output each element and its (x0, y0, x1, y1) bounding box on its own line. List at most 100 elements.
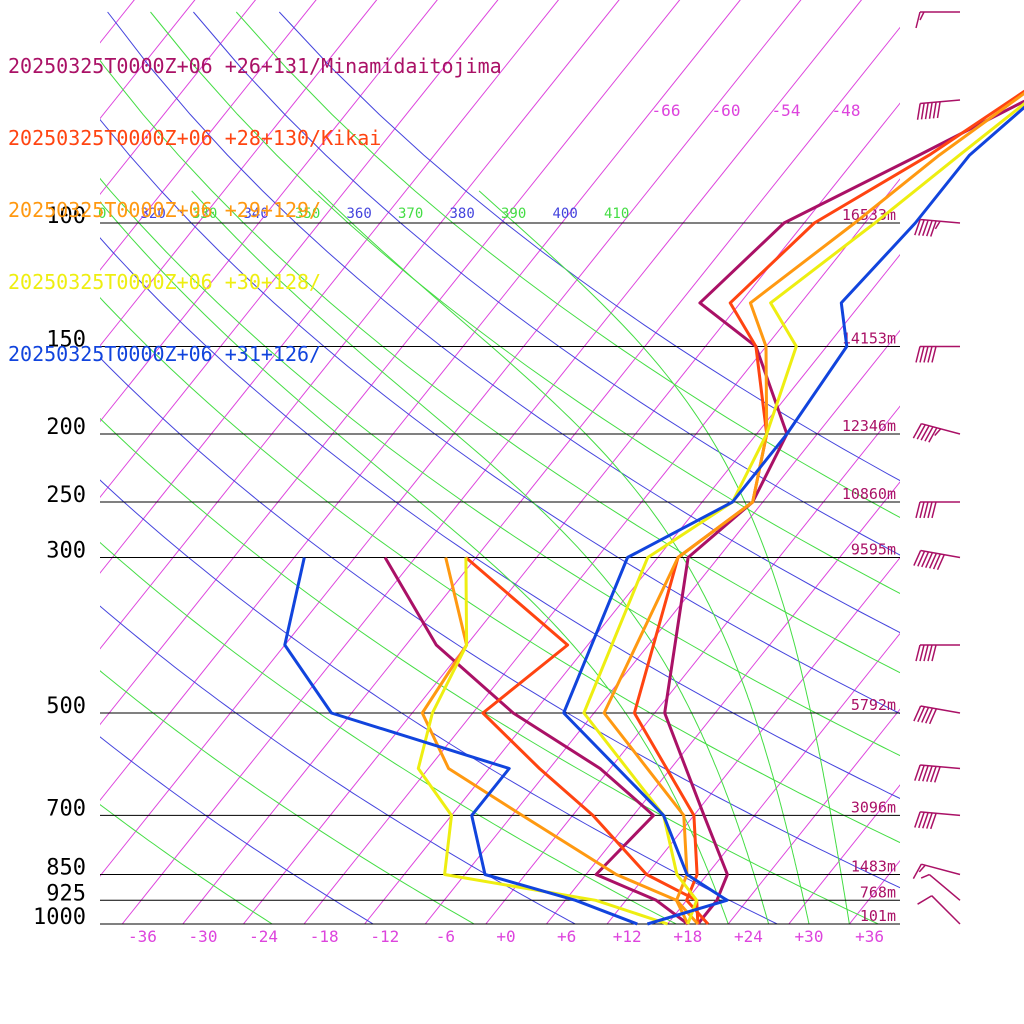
wind-barb (915, 11, 960, 29)
dry-adiabat-line (150, 11, 900, 595)
x-tick-label: -24 (249, 927, 278, 946)
dewpoint-profile-0 (383, 556, 689, 926)
wind-barb (913, 549, 961, 571)
dewpoint-profile-1 (464, 556, 700, 925)
x-tick-label: -30 (189, 927, 218, 946)
isotherm-line (100, 0, 378, 347)
temperature-profile-2 (602, 91, 1024, 926)
isotherm-line (100, 0, 499, 499)
geopotential-height-label: 9595m (851, 540, 896, 558)
isotherm-label: -54 (772, 101, 801, 120)
wind-barb (912, 863, 961, 879)
dry-adiabat-line (100, 237, 900, 800)
isotherm-line (121, 0, 863, 924)
x-tick-label: -6 (436, 927, 455, 946)
geopotential-height-label: 5792m (851, 696, 896, 714)
x-tick-label: -12 (370, 927, 399, 946)
x-tick-label: +24 (734, 927, 763, 946)
wind-barbs (912, 11, 961, 925)
dry-adiabat-line (100, 736, 374, 924)
dry-adiabat-line (278, 11, 900, 482)
dry-adiabat-line (100, 479, 778, 924)
dry-adiabat-line (100, 357, 900, 889)
pressure-label: 250 (46, 483, 86, 508)
isotherm-line (364, 253, 900, 924)
isotherm-line (100, 0, 741, 802)
pressure-label: 925 (46, 881, 86, 906)
pressure-label: 700 (46, 796, 86, 821)
pressure-label: 1000 (33, 905, 86, 930)
theta-label: 400 (553, 206, 578, 222)
isotherm-label: -60 (712, 101, 741, 120)
dewpoint-profile-2 (420, 557, 690, 925)
geopotential-height-label: 12346m (842, 417, 896, 435)
dry-adiabat-line (100, 605, 576, 924)
geopotential-height-label: 1483m (851, 858, 896, 876)
dewpoint-profile-4 (283, 557, 638, 926)
isotherm-line (243, 102, 900, 924)
legend-entry: 20250325T0000Z+06 +29+129/ (8, 198, 322, 222)
legend-entry: 20250325T0000Z+06 +26+131/Minamidaitojim… (8, 54, 502, 78)
geopotential-height-label: 101m (860, 907, 896, 925)
dry-adiabat-line (100, 59, 900, 674)
wind-barb (915, 501, 960, 519)
profiles (283, 89, 1024, 926)
isotherm-line (910, 0, 1024, 924)
temperature-profile-4 (562, 105, 1024, 926)
theta-label: 390 (501, 206, 526, 222)
isotherm-line (100, 0, 620, 650)
dry-adiabat-line (100, 118, 900, 715)
pressure-label: 150 (46, 327, 86, 352)
wind-barb (912, 422, 961, 443)
plot-area: 100 16533m 150 14153m 200 12346m 250 10860m 300 9… (33, 0, 1024, 946)
pressure-label: 100 (46, 204, 86, 229)
legend-entry: 20250325T0000Z+06 +30+128/ (8, 270, 322, 294)
geopotential-height-label: 16533m (842, 206, 896, 224)
x-tick-label: +36 (855, 927, 884, 946)
isotherm-line (182, 26, 900, 924)
dry-adiabat-line (100, 803, 273, 924)
x-tick-label: -36 (128, 927, 157, 946)
x-tick-label: -18 (310, 927, 339, 946)
temperature-profile-1 (632, 89, 1024, 926)
pressure-label: 200 (46, 415, 86, 440)
isotherm-line (546, 481, 900, 924)
dry-adiabat-line (100, 417, 879, 924)
x-tick-label: +12 (613, 927, 642, 946)
moist-adiabat-line (100, 200, 729, 924)
pressure-label: 850 (46, 856, 86, 881)
isotherm-label: -48 (832, 101, 861, 120)
legend: 20250325T0000Z+06 +26+131/Minamidaitojim… (8, 6, 502, 390)
isotherm-line (100, 0, 438, 423)
isotherm-line (100, 0, 681, 726)
wind-barb (914, 811, 961, 830)
moist-adiabat-line (318, 190, 810, 924)
geopotential-height-label: 14153m (842, 329, 896, 347)
pressure-label: 500 (46, 694, 86, 719)
wind-barb (916, 99, 961, 120)
wind-barb (913, 705, 961, 725)
theta-label: 360 (347, 206, 372, 222)
isotherm-line (667, 632, 900, 924)
dry-adiabat-line (100, 296, 900, 844)
grid-lines (100, 0, 1024, 924)
isotherm-line (485, 405, 900, 924)
geopotential-height-label: 768m (860, 883, 896, 901)
pressure-label: 300 (46, 538, 86, 563)
x-tick-label: +0 (496, 927, 515, 946)
moist-adiabat-line (191, 190, 770, 924)
dry-adiabat-line (100, 670, 475, 924)
legend-entry: 20250325T0000Z+06 +31+126/ (8, 342, 322, 366)
theta-label: 410 (604, 206, 629, 222)
dry-adiabat-line (193, 11, 900, 556)
wind-barb (914, 218, 961, 237)
isotherm-label: -66 (652, 101, 681, 120)
x-tick-label: +6 (557, 927, 576, 946)
dry-adiabat-line (107, 11, 900, 634)
theta-label: 340 (244, 206, 269, 222)
wind-barb (915, 644, 960, 662)
isotherm-line (727, 708, 900, 924)
theta-label: 320 (141, 206, 166, 222)
isotherm-line (849, 859, 900, 924)
isotherm-line (303, 178, 900, 924)
